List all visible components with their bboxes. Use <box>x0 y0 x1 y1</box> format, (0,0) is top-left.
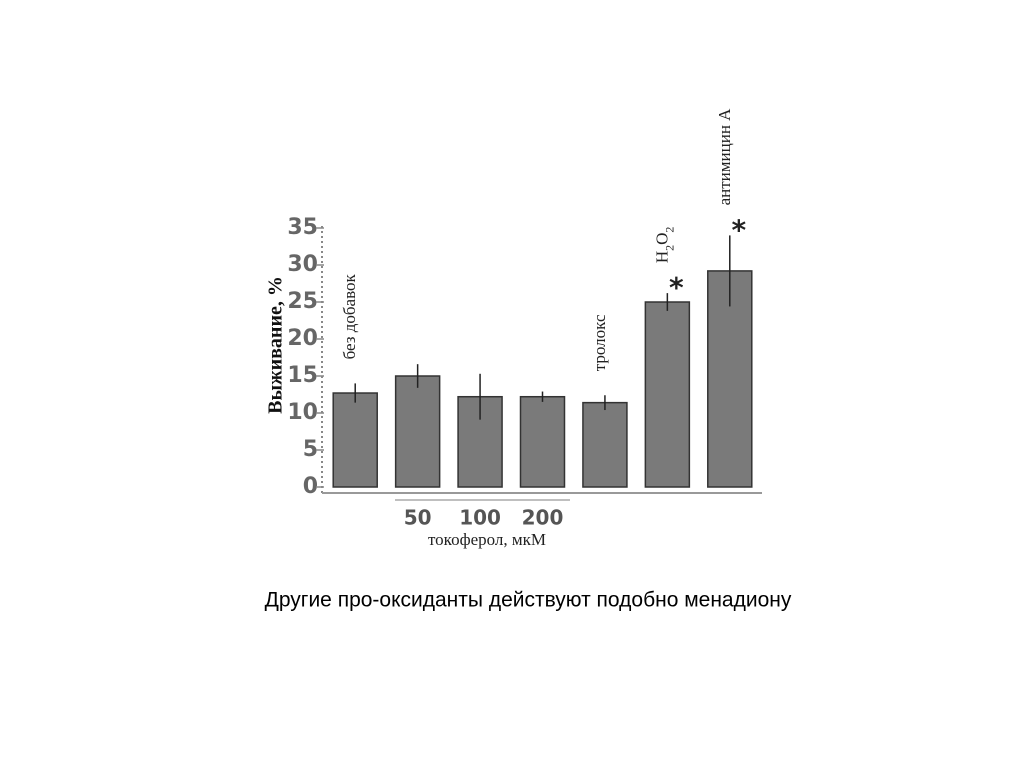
y-tick-label: 20 <box>287 326 318 351</box>
category-label: 50 <box>404 506 432 530</box>
category-label: тролокс <box>590 314 609 371</box>
y-tick-label: 5 <box>303 437 318 462</box>
y-tick-label: 30 <box>287 252 318 277</box>
bar <box>394 375 441 488</box>
bar <box>332 392 378 488</box>
significance-mark: * <box>669 271 684 304</box>
bar <box>582 401 628 488</box>
category-label: 200 <box>522 506 564 530</box>
y-tick-label: 10 <box>287 400 318 425</box>
category-label: без добавок <box>340 274 359 360</box>
bar <box>644 301 691 488</box>
y-axis-label: Выживание, % <box>265 276 287 414</box>
bar <box>519 395 566 488</box>
caption: Другие про-оксиданты действуют подобно м… <box>265 589 792 612</box>
significance-mark: * <box>731 213 746 246</box>
bar <box>707 270 753 488</box>
y-tick-label: 0 <box>303 474 318 499</box>
y-tick-label: 25 <box>287 289 318 314</box>
category-label: антимицин А <box>715 108 734 206</box>
category-label: 100 <box>459 506 501 530</box>
category-label: H2O2 <box>652 227 676 264</box>
y-tick-label: 35 <box>287 215 318 240</box>
group-label: токоферол, мкМ <box>428 530 546 549</box>
y-tick-label: 15 <box>287 363 318 388</box>
